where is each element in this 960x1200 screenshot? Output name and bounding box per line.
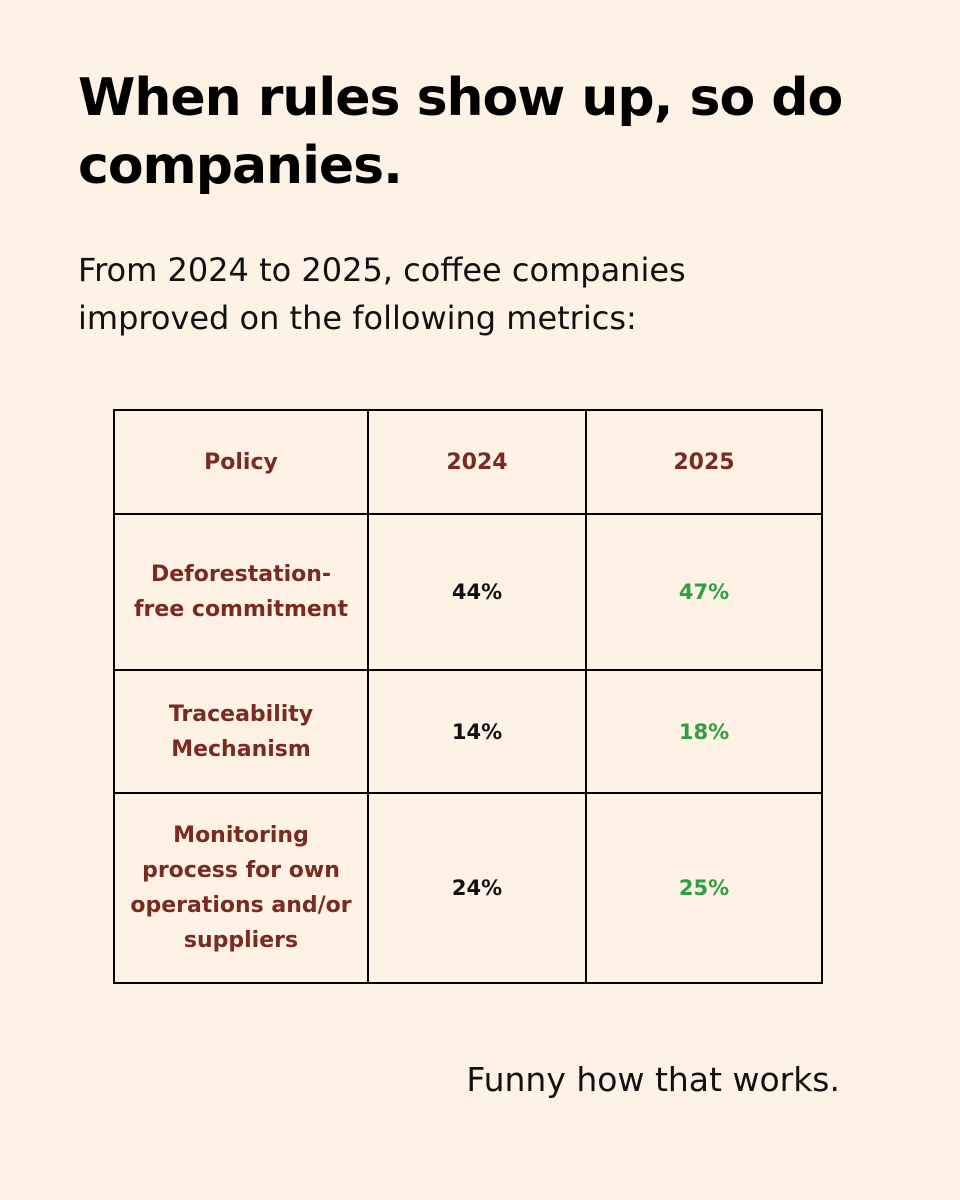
policy-comparison-table: Policy 2024 2025 Deforestation-free comm… — [113, 409, 823, 984]
value-2025: 18% — [585, 669, 823, 794]
table-row: Traceability Mechanism 14% 18% — [113, 669, 823, 794]
subtitle: From 2024 to 2025, coffee companies impr… — [78, 251, 686, 337]
footer-note: Funny how that works. — [466, 1060, 840, 1099]
table-header-row: Policy 2024 2025 — [113, 409, 823, 515]
policy-traceability: Traceability Mechanism — [113, 669, 369, 794]
value-2024: 24% — [367, 792, 587, 984]
header-policy: Policy — [113, 409, 369, 515]
policy-deforestation-free: Deforestation-free commitment — [113, 513, 369, 671]
value-2025: 25% — [585, 792, 823, 984]
header-2024: 2024 — [367, 409, 587, 515]
headline: When rules show up, so do companies. — [78, 68, 843, 196]
header-2025: 2025 — [585, 409, 823, 515]
value-2025: 47% — [585, 513, 823, 671]
value-2024: 14% — [367, 669, 587, 794]
table-row: Deforestation-free commitment 44% 47% — [113, 513, 823, 671]
policy-monitoring: Monitoring process for own operations an… — [113, 792, 369, 984]
value-2024: 44% — [367, 513, 587, 671]
table-row: Monitoring process for own operations an… — [113, 792, 823, 984]
